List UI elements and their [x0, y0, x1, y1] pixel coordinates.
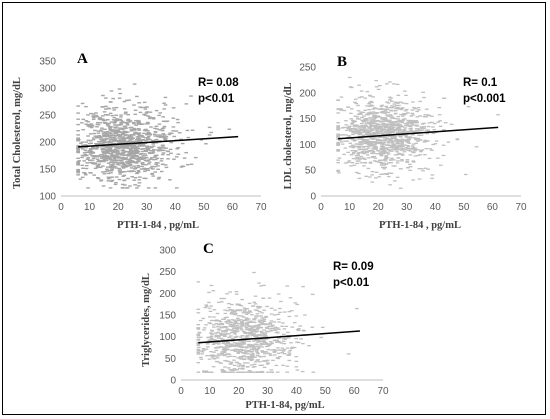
x-axis-title-a: PTH-1-84 , pg/mL: [117, 220, 199, 231]
y-tick-label-b-0: 0: [310, 192, 316, 203]
trendline-b: [338, 126, 499, 140]
x-tick-label-c-3: 30: [262, 386, 274, 397]
y-tick-label-b-3: 150: [299, 114, 316, 125]
scatter-points-a: [76, 83, 232, 189]
stat-annotation-a-0: R= 0.08: [198, 77, 239, 89]
chart-panel-a: 100 150 200 250 300 350 0 10 20 30 40 50 60 70 A R= 0.0…: [12, 51, 267, 231]
x-tick-label-a-7: 70: [255, 202, 267, 213]
y-tick-label-c-1: 50: [165, 354, 177, 365]
y-tick-label-a-5: 350: [39, 57, 56, 68]
y-axis-title-a: Total Cholesterol, mg/dL: [12, 77, 23, 189]
x-tick-label-c-6: 60: [349, 386, 361, 397]
x-tick-label-c-4: 40: [291, 386, 303, 397]
x-tick-label-a-4: 40: [170, 202, 182, 213]
y-tick-label-a-2: 200: [39, 138, 56, 149]
x-tick-label-a-6: 60: [227, 202, 239, 213]
scatter-points-b: [336, 76, 500, 189]
stat-annotation-a-1: p<0.01: [198, 93, 235, 105]
x-tick-label-b-6: 60: [487, 202, 499, 213]
y-axis-title-c: Triglycerides, mg/dL: [141, 273, 152, 367]
x-tick-label-a-5: 50: [198, 202, 210, 213]
y-tick-label-a-4: 300: [39, 84, 56, 95]
x-tick-label-b-5: 50: [458, 202, 470, 213]
chart-panel-c: 0 50 100 150 200 250 300 0 10 20 30 40 50 60 70 C R= 0.0…: [141, 241, 389, 411]
x-tick-label-a-2: 20: [113, 202, 125, 213]
y-tick-label-c-3: 150: [159, 311, 176, 322]
y-tick-label-b-4: 200: [299, 88, 316, 99]
y-tick-label-c-5: 250: [159, 267, 176, 278]
stat-annotation-b-0: R= 0.1: [463, 77, 498, 89]
y-tick-label-a-3: 250: [39, 111, 56, 122]
panel-label-b: B: [337, 54, 347, 70]
stat-annotation-c-1: p<0.01: [333, 277, 370, 289]
x-tick-label-a-1: 10: [84, 202, 96, 213]
panel-label-c: C: [203, 241, 214, 257]
x-axis-title-b: PTH-1-84 , pg/mL: [379, 220, 461, 231]
panel-label-a: A: [77, 51, 88, 67]
y-tick-label-b-1: 50: [305, 166, 317, 177]
x-tick-label-b-3: 30: [401, 202, 413, 213]
y-tick-label-b-2: 100: [299, 140, 316, 151]
chart-panel-b: 0 50 100 150 200 250 0 10 20 30 40 50 60 70 B R= 0.1 p<0…: [283, 54, 527, 231]
figure-frame: 100 150 200 250 300 350 0 10 20 30 40 50 60 70 A R= 0.0…: [2, 2, 546, 415]
x-tick-label-b-1: 10: [344, 202, 356, 213]
y-tick-label-c-4: 200: [159, 289, 176, 300]
x-tick-label-b-4: 40: [430, 202, 442, 213]
y-tick-label-a-0: 100: [39, 192, 56, 203]
y-tick-label-a-1: 150: [39, 165, 56, 176]
x-tick-label-c-1: 10: [204, 386, 216, 397]
x-tick-label-b-7: 70: [515, 202, 527, 213]
x-tick-label-c-5: 50: [320, 386, 332, 397]
stat-annotation-c-0: R= 0.09: [333, 261, 374, 273]
x-tick-label-b-0: 0: [318, 202, 324, 213]
x-tick-label-c-2: 20: [233, 386, 245, 397]
y-tick-label-c-0: 0: [170, 376, 176, 387]
x-axis-title-c: PTH-1-84, pg/mL: [245, 400, 324, 411]
x-tick-label-c-0: 0: [178, 386, 184, 397]
x-tick-label-a-0: 0: [58, 202, 64, 213]
x-tick-label-b-2: 20: [373, 202, 385, 213]
x-tick-label-a-3: 30: [141, 202, 153, 213]
trendline-a: [78, 135, 239, 148]
y-tick-label-c-2: 100: [159, 332, 176, 343]
trendline-c: [198, 330, 360, 344]
x-tick-label-c-7: 70: [377, 386, 389, 397]
stat-annotation-b-1: p<0.001: [463, 93, 506, 105]
y-tick-label-b-5: 250: [299, 63, 316, 74]
y-axis-title-b: LDL cholesterol, mg/dL: [283, 83, 294, 190]
y-tick-label-c-6: 300: [159, 246, 176, 257]
